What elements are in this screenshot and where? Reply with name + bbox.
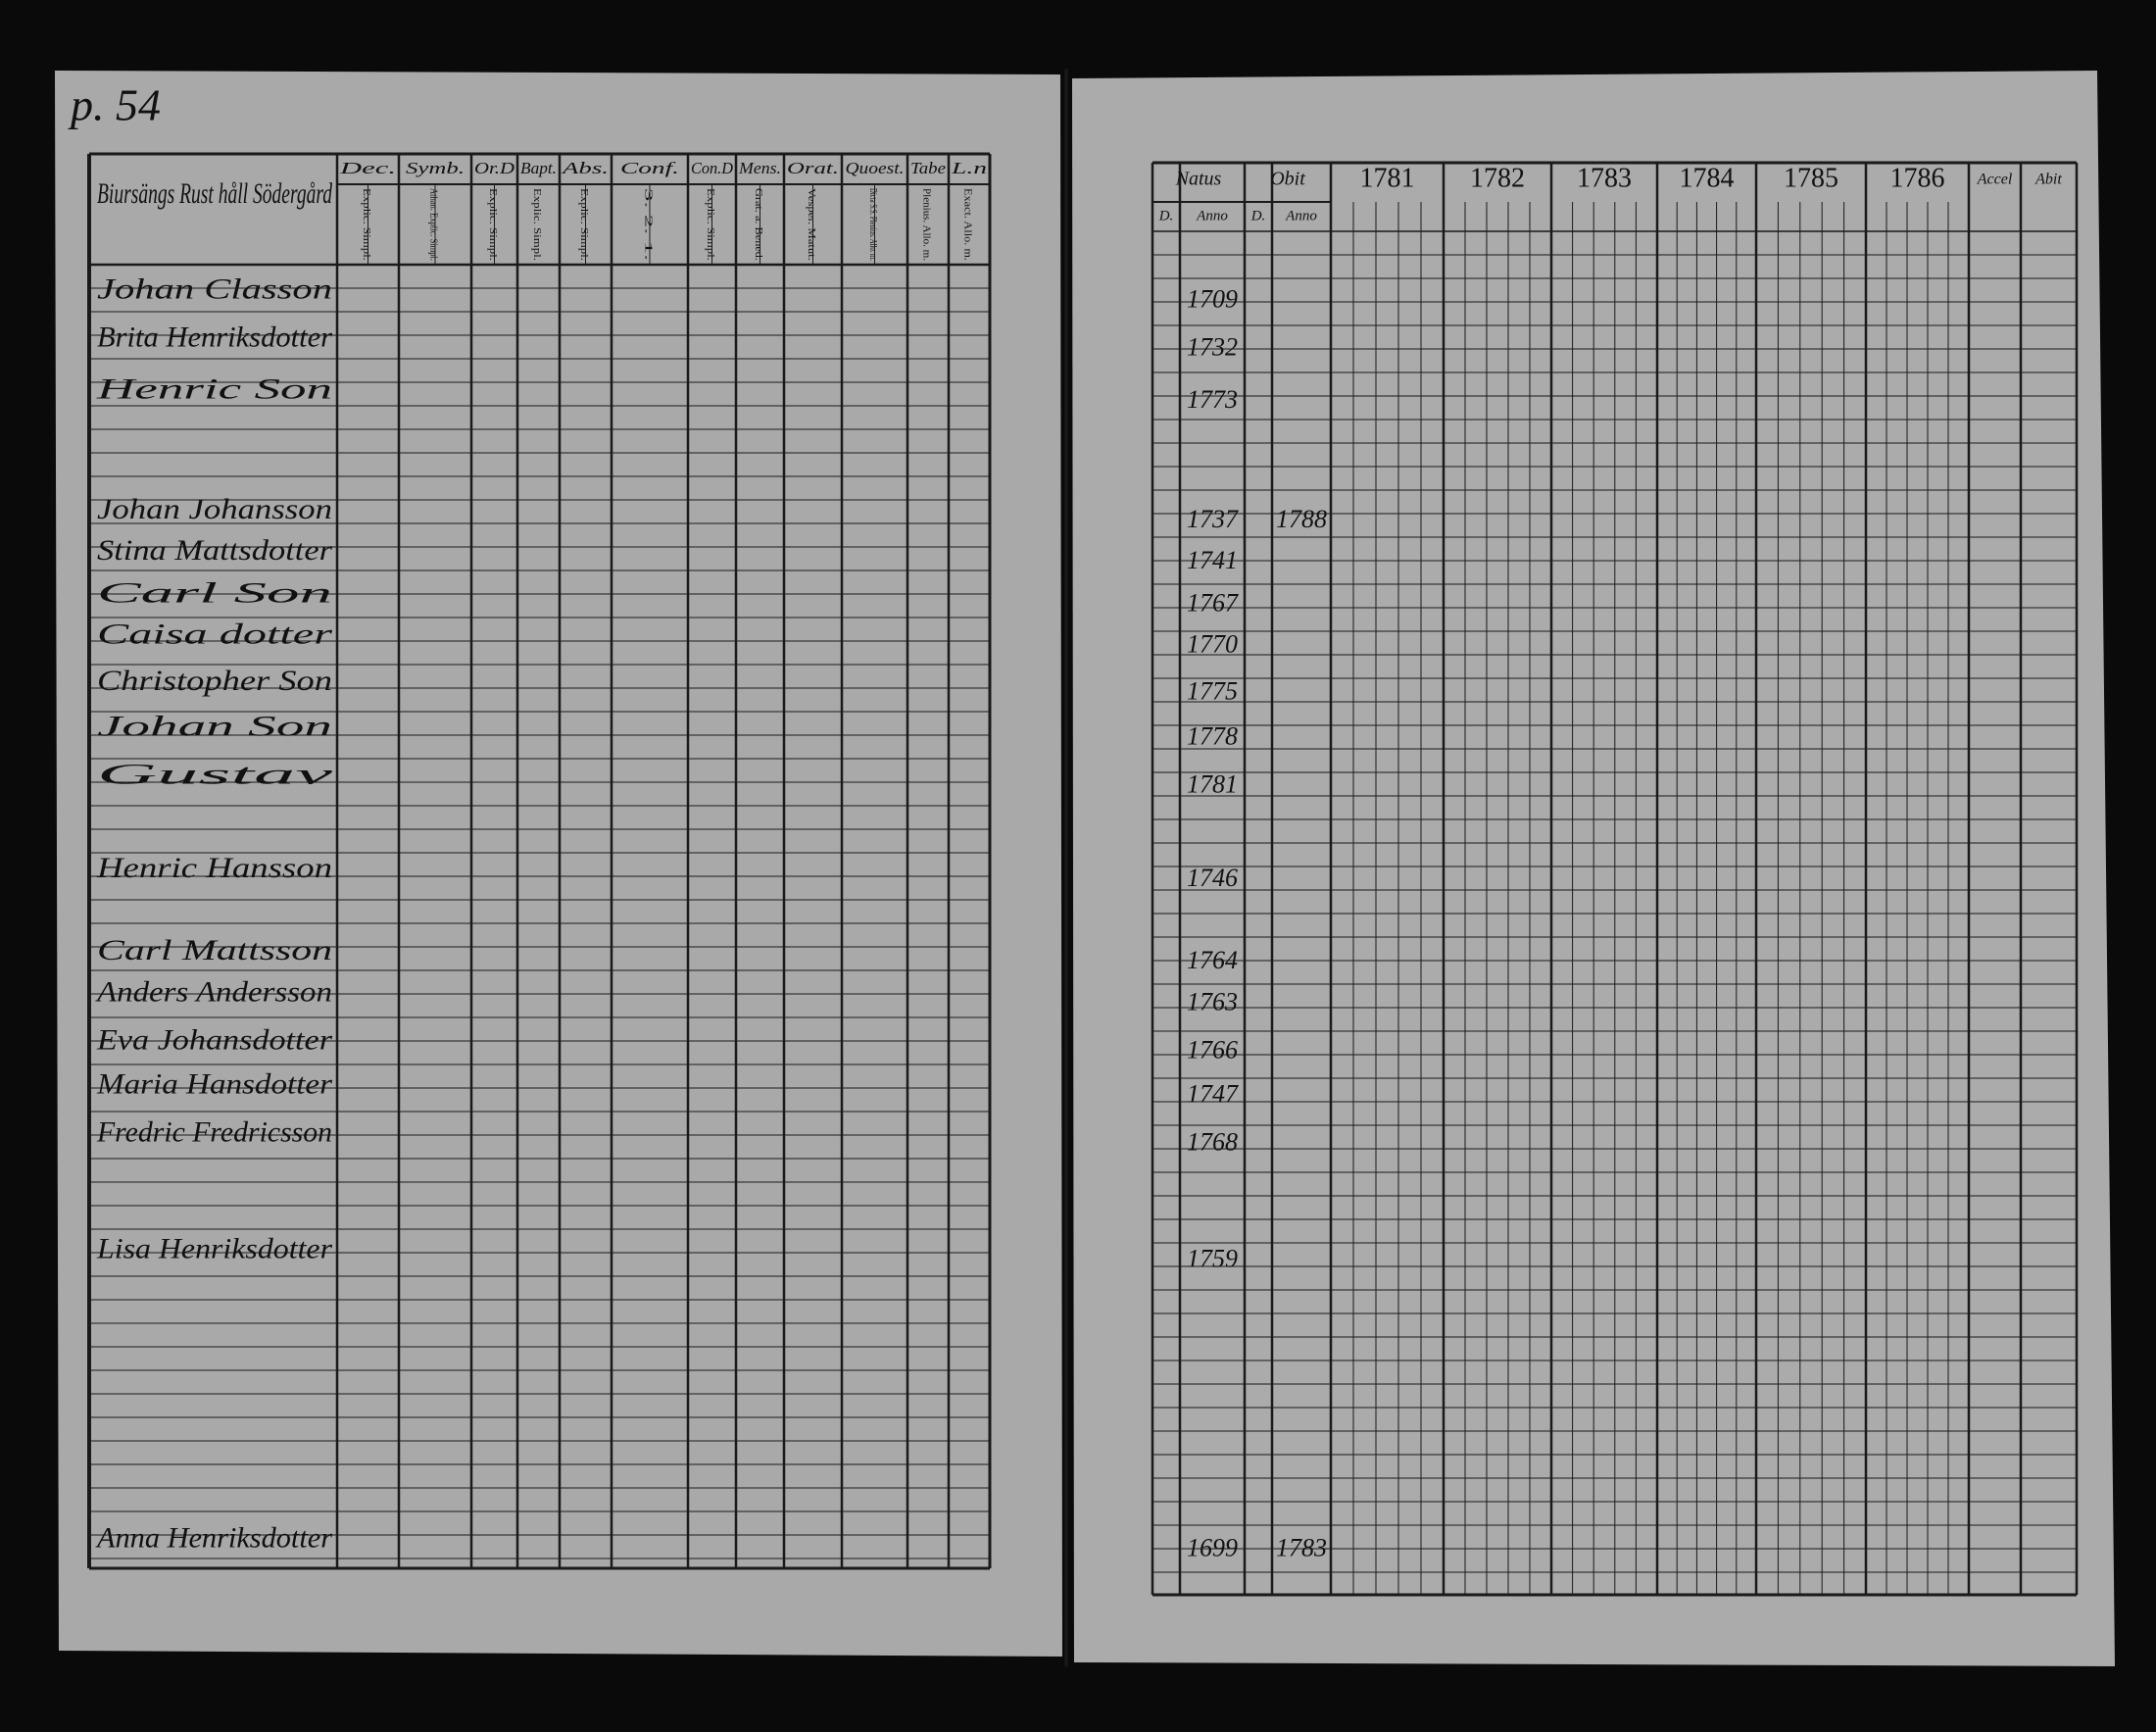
year-header: 1782 bbox=[1470, 163, 1525, 193]
person-name: Christopher Son bbox=[97, 665, 332, 697]
column-sub: Grat. a. Bened. bbox=[753, 188, 764, 261]
natus-sub: D. bbox=[1158, 208, 1174, 223]
column-sub: Exact. Allo. m. bbox=[961, 188, 973, 261]
birth-year: 1766 bbox=[1187, 1035, 1238, 1064]
birth-year: 1737 bbox=[1187, 505, 1239, 533]
birth-year: 1781 bbox=[1187, 770, 1238, 799]
column-title: Tabe bbox=[910, 159, 946, 177]
column-sub: Explic. Simpl. bbox=[578, 188, 590, 261]
year-header: 1784 bbox=[1680, 163, 1735, 193]
column-title: Symb. bbox=[406, 159, 465, 177]
birth-year: 1747 bbox=[1187, 1079, 1239, 1108]
column-sub: Explic. Simpl. bbox=[705, 188, 716, 261]
column-title: Conf. bbox=[620, 159, 679, 177]
birth-year: 1768 bbox=[1187, 1127, 1238, 1156]
person-name: Anders Andersson bbox=[95, 975, 332, 1008]
obit-header: Obit bbox=[1270, 169, 1305, 190]
left-title: Biursängs Rust håll Södergård bbox=[97, 177, 333, 210]
content: Biursängs Rust håll Södergård Dec. Explic.… bbox=[87, 152, 2079, 1597]
person-name: Johan Son bbox=[97, 710, 332, 742]
birth-year: 1709 bbox=[1187, 284, 1238, 313]
column-title: Orat. bbox=[787, 159, 839, 177]
column-sub: Vesper. Matut. bbox=[806, 188, 817, 261]
birth-year: 1767 bbox=[1187, 588, 1239, 617]
year-header: 1783 bbox=[1577, 163, 1632, 193]
person-name: Maria Hansdotter bbox=[96, 1067, 332, 1100]
person-name: Henric Son bbox=[95, 373, 332, 406]
accel-header: Accel bbox=[1977, 172, 2013, 188]
abit-header: Abit bbox=[2034, 172, 2062, 188]
column-title: Dec. bbox=[338, 159, 396, 177]
birth-year: 1773 bbox=[1187, 385, 1238, 414]
obit-sub: D. bbox=[1250, 208, 1266, 223]
birth-year: 1764 bbox=[1187, 946, 1238, 974]
column-sub: Dicta S.S. Plenius. Allo. m. bbox=[867, 188, 879, 261]
death-year: 1783 bbox=[1276, 1533, 1327, 1561]
obit-sub: Anno bbox=[1285, 208, 1317, 223]
birth-year: 1746 bbox=[1187, 864, 1238, 892]
column-title: Abs. bbox=[561, 159, 609, 177]
column-title: Or.D bbox=[474, 159, 515, 177]
birth-year: 1778 bbox=[1187, 722, 1238, 751]
column-sub: Explic. Simpl. bbox=[361, 188, 372, 261]
person-name: Henric Hansson bbox=[96, 852, 332, 884]
column-sub: 3. 2. 1. bbox=[642, 188, 654, 262]
natus-header: Natus bbox=[1175, 169, 1222, 190]
column-sub: Explic. Simpl. bbox=[531, 188, 543, 261]
person-name: Stina Mattsdotter bbox=[97, 534, 332, 567]
column-title: L.n bbox=[950, 159, 987, 177]
person-name: Anna Henriksdotter bbox=[95, 1521, 332, 1554]
person-name: Fredric Fredricsson bbox=[96, 1115, 332, 1148]
column-title: Con.D bbox=[691, 159, 734, 177]
column-sub: Athan. Explic. Simpl. bbox=[427, 188, 439, 261]
column-sub: Explic. Simpl. bbox=[487, 188, 499, 261]
person-name: Johan Johansson bbox=[97, 493, 332, 525]
person-name: Johan Classon bbox=[97, 272, 332, 305]
person-name: Carl Mattsson bbox=[97, 934, 332, 966]
page-number: p. 54 bbox=[68, 80, 161, 130]
column-sub: Plenius. Allo. m. bbox=[920, 188, 932, 261]
birth-year: 1732 bbox=[1187, 333, 1238, 362]
year-header: 1786 bbox=[1890, 163, 1945, 193]
natus-sub: Anno bbox=[1196, 208, 1228, 223]
person-name: Caisa dotter bbox=[97, 618, 333, 650]
birth-year: 1775 bbox=[1187, 676, 1238, 705]
year-header: 1781 bbox=[1360, 163, 1415, 193]
column-title: Mens. bbox=[738, 159, 781, 177]
birth-year: 1741 bbox=[1187, 546, 1238, 574]
person-name: Gustav bbox=[97, 759, 334, 791]
birth-year: 1770 bbox=[1187, 630, 1238, 659]
person-name: Brita Henriksdotter bbox=[97, 321, 332, 353]
birth-year: 1759 bbox=[1187, 1245, 1238, 1273]
column-title: Quoest. bbox=[846, 159, 905, 177]
birth-year: 1763 bbox=[1187, 987, 1238, 1015]
year-header: 1785 bbox=[1784, 163, 1838, 193]
birth-year: 1699 bbox=[1187, 1533, 1238, 1561]
person-name: Carl Son bbox=[97, 576, 332, 609]
person-name: Eva Johansdotter bbox=[96, 1023, 333, 1056]
column-title: Bapt. bbox=[520, 159, 557, 177]
person-name: Lisa Henriksdotter bbox=[96, 1233, 332, 1265]
death-year: 1788 bbox=[1276, 505, 1327, 533]
